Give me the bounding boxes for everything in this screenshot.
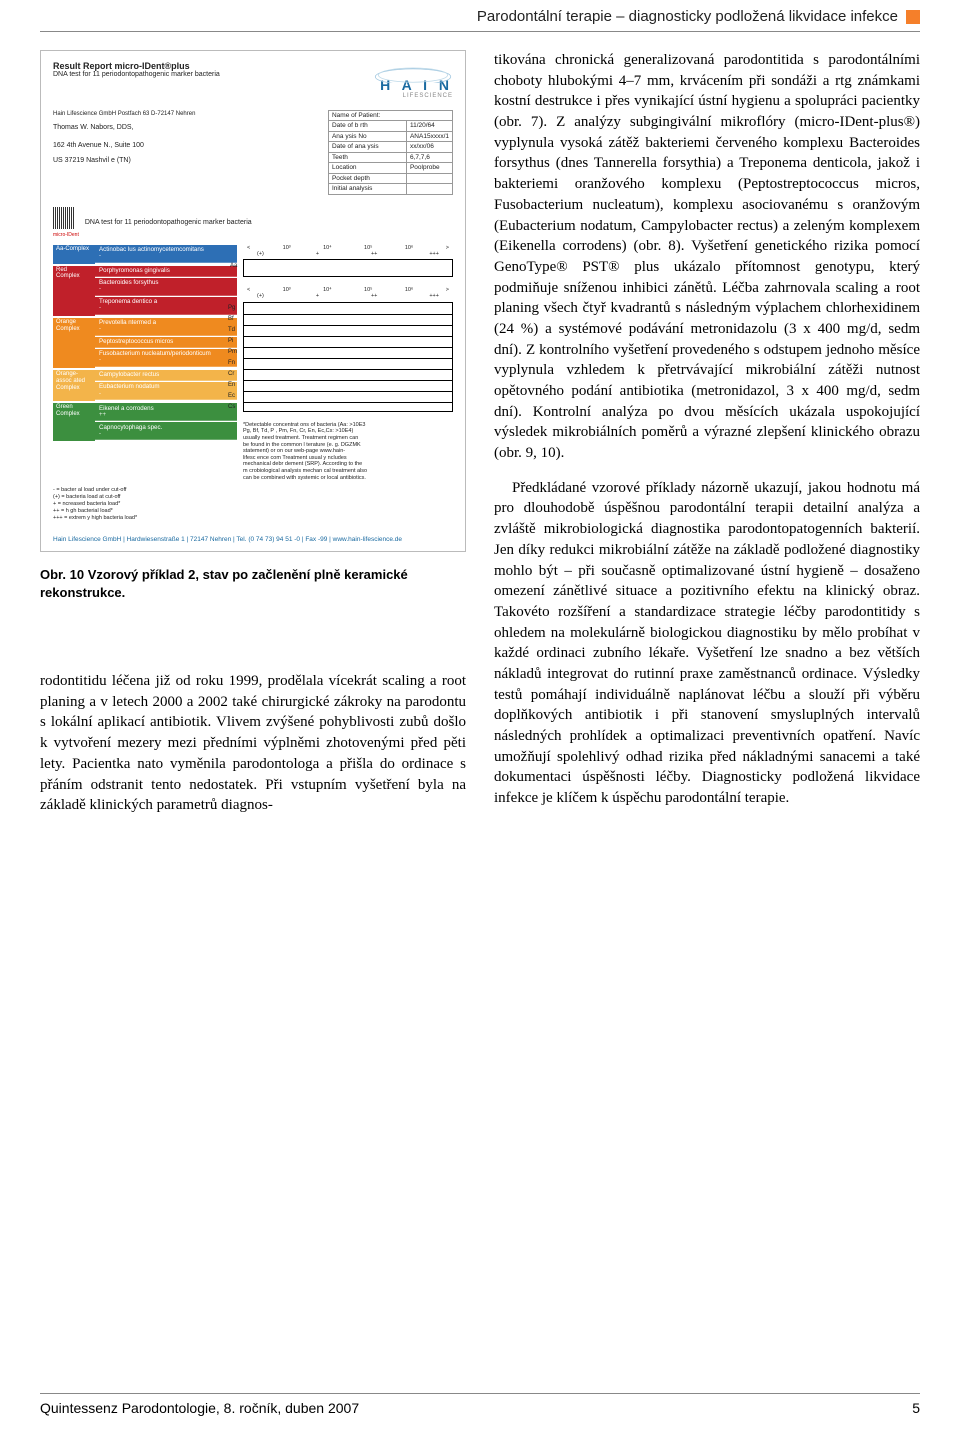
bacteria-row: Eubacterium nodatum-: [95, 382, 237, 400]
right-column: tikována chronická generalizovaná parodo…: [494, 50, 920, 830]
report-title: Result Report micro-IDent®plus: [53, 61, 220, 71]
chart-row-label: Td: [228, 327, 235, 334]
chart-aa: Aa: [243, 259, 453, 277]
complex-label: Orange Complex: [53, 318, 95, 368]
bacteria-row: Prevotella ntermed a-: [95, 318, 237, 336]
concentration-charts: <10³10⁴10⁵10⁶> (+)++++++ Aa <10³10⁴10⁵10…: [243, 245, 453, 482]
bacteria-row: Eikenel a corrodens++: [95, 403, 237, 421]
bacteria-complex-list: Aa-ComplexActinobac lus actinomycetemcom…: [53, 245, 237, 482]
complex-block: Red ComplexPorphyromonas gingivalisBacte…: [53, 266, 237, 316]
right-body-para-2: Předkládané vzorové příklady názorně uka…: [494, 478, 920, 809]
bacteria-row: Bacteroides forsythus-: [95, 278, 237, 296]
running-header: Parodontální terapie – diagnosticky podl…: [0, 0, 960, 31]
hain-logo: H A I N LIFESCIENCE: [373, 61, 453, 100]
bacteria-row: Actinobac lus actinomycetemcomitans-: [95, 245, 237, 263]
header-rule: [40, 31, 920, 32]
patient-info-table: Name of Patient:Date of b rth11/20/64Ana…: [328, 110, 453, 195]
chart-row-label: En: [228, 382, 235, 389]
chart-row-label: Bf: [228, 316, 234, 323]
bacteria-row: Fusobacterium nucleatum/periodonticum-: [95, 349, 237, 367]
chart-multi: PgBfTdPiPmFnCrEnEcCs: [243, 302, 453, 412]
axis-marks-row-2: (+)++++++: [243, 293, 453, 299]
axis-marks-row: (+)++++++: [243, 251, 453, 257]
detection-note: *Detectable concentrat ons of bacteria (…: [243, 422, 453, 481]
report-address: Hain Lifescience GmbH Postfach 63 D-7214…: [53, 110, 320, 195]
complex-block: Aa-ComplexActinobac lus actinomycetemcom…: [53, 245, 237, 264]
micro-ident-label: micro-IDent: [53, 233, 79, 239]
chart-row-label: Pm: [228, 349, 237, 356]
figure-caption: Obr. 10 Vzorový příklad 2, stav po začle…: [40, 566, 466, 601]
running-header-title: Parodontální terapie – diagnosticky podl…: [477, 8, 898, 25]
complex-label: Aa-Complex: [53, 245, 95, 264]
report-subtitle: DNA test for 11 periodontopathogenic mar…: [53, 71, 220, 79]
chart-row-label: Cs: [228, 404, 235, 411]
legend-text: - = bacter al load under cut-off(+) = ba…: [53, 487, 453, 521]
chart-row-label: Ec: [228, 393, 235, 400]
left-body-para: rodontitidu léčena již od roku 1999, pro…: [40, 671, 466, 816]
complex-block: Green ComplexEikenel a corrodens++Capnoc…: [53, 403, 237, 441]
footer-page-number: 5: [912, 1400, 920, 1416]
bacteria-row: Porphyromonas gingivalis: [95, 266, 237, 277]
bacteria-row: Capnocytophaga spec.-: [95, 422, 237, 440]
bacteria-row: Campylobacter rectus: [95, 370, 237, 381]
barcode-icon: [53, 207, 75, 229]
chart-row-label: Cr: [228, 371, 234, 378]
chart-row-label: Fn: [228, 360, 235, 367]
lab-report-figure: Result Report micro-IDent®plus DNA test …: [40, 50, 466, 552]
bacteria-row: Treponema dentico a-: [95, 297, 237, 315]
chart-row-label: Pi: [228, 338, 233, 345]
report-footer: Hain Lifescience GmbH | Hardwiesenstraße…: [53, 532, 453, 543]
bacteria-row: Peptostreptococcus micros: [95, 337, 237, 348]
chart-row-label: Pg: [228, 305, 235, 312]
footer-journal: Quintessenz Parodontologie, 8. ročník, d…: [40, 1400, 359, 1416]
dna-test-line: micro-IDent DNA test for 11 periodontopa…: [53, 207, 453, 239]
complex-label: Red Complex: [53, 266, 95, 316]
complex-label: Orange-assoc ated Complex: [53, 370, 95, 401]
right-body-para-1: tikována chronická generalizovaná parodo…: [494, 50, 920, 464]
left-column: Result Report micro-IDent®plus DNA test …: [40, 50, 466, 830]
page-columns: Result Report micro-IDent®plus DNA test …: [0, 50, 960, 830]
page-footer: Quintessenz Parodontologie, 8. ročník, d…: [40, 1393, 920, 1416]
logo-subtext: LIFESCIENCE: [373, 93, 453, 100]
complex-block: Orange-assoc ated ComplexCampylobacter r…: [53, 370, 237, 401]
header-accent-square: [906, 10, 920, 24]
complex-label: Green Complex: [53, 403, 95, 441]
complex-block: Orange ComplexPrevotella ntermed a-Pepto…: [53, 318, 237, 368]
